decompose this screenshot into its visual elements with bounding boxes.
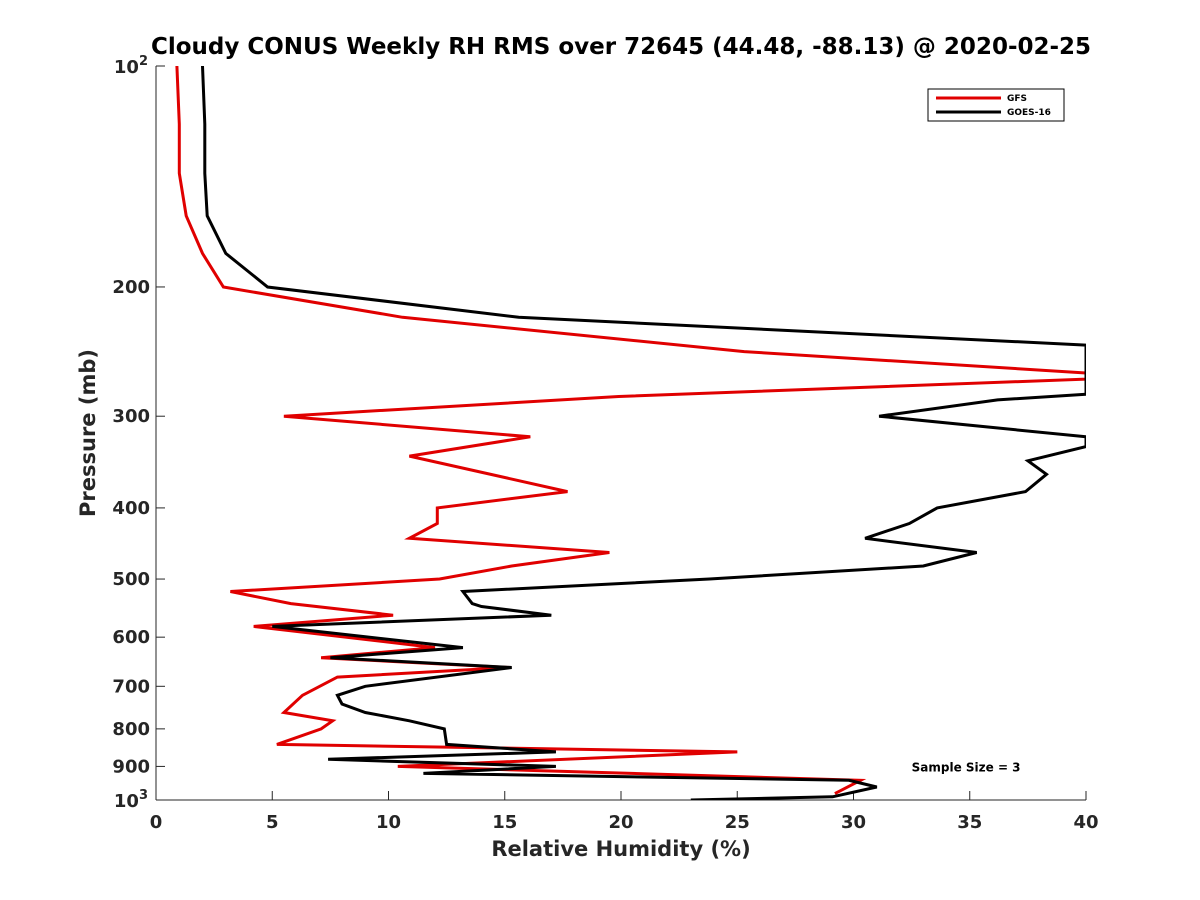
legend-box	[927, 88, 1065, 122]
y-tick-label-power: 103	[114, 788, 148, 812]
x-tick-label: 30	[841, 812, 866, 833]
chart-title: Cloudy CONUS Weekly RH RMS over 72645 (4…	[151, 34, 1091, 60]
x-axis-label: Relative Humidity (%)	[491, 837, 750, 861]
series-line-goes-16	[201, 66, 1086, 800]
sample-size-annotation: Sample Size = 3	[912, 760, 1021, 774]
y-tick-label: 700	[112, 676, 150, 697]
series-line-gfs	[175, 66, 1086, 795]
y-tick-label: 300	[112, 406, 150, 427]
x-tick-label: 5	[266, 812, 279, 833]
y-axis-label: Pressure (mb)	[76, 349, 100, 517]
x-tick-label: 15	[492, 812, 517, 833]
x-tick-label: 35	[957, 812, 982, 833]
y-tick-label: 400	[112, 498, 150, 519]
legend: GFS GOES-16	[927, 88, 1065, 122]
y-tick-label-power: 102	[114, 54, 148, 78]
y-tick-label: 600	[112, 627, 150, 648]
x-tick-label: 10	[376, 812, 401, 833]
y-tick-label: 500	[112, 569, 150, 590]
legend-label: GOES-16	[1007, 108, 1051, 118]
x-tick-label: 25	[725, 812, 750, 833]
plot-area: 0 5 10 15 20 25 30 35 40 200 300 400 500 600 700 800 900…	[112, 54, 1098, 833]
series-group	[175, 66, 1086, 800]
y-tick-label: 900	[112, 756, 150, 777]
y-tick-label: 200	[112, 277, 150, 298]
legend-label: GFS	[1007, 94, 1027, 104]
x-tick-label: 0	[150, 812, 163, 833]
y-tick-label: 800	[112, 719, 150, 740]
x-tick-label: 40	[1073, 812, 1098, 833]
x-tick-label: 20	[608, 812, 633, 833]
